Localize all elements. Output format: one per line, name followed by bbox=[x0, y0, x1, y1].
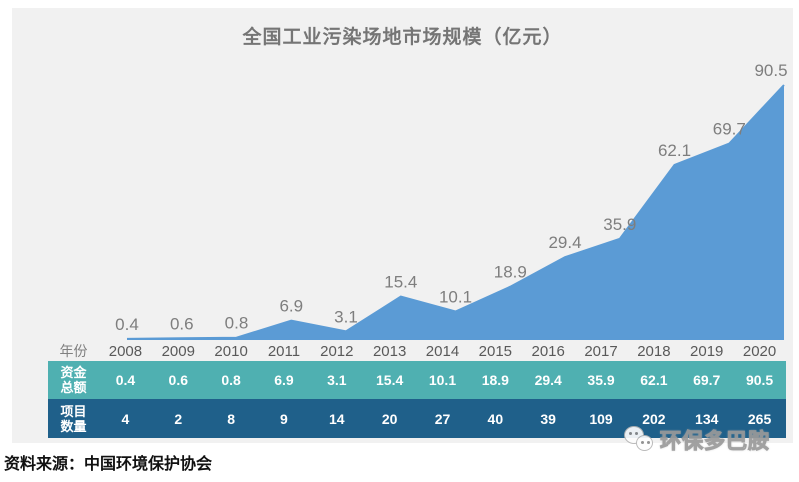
projects-value-cell: 265 bbox=[747, 410, 772, 427]
data-label: 6.9 bbox=[279, 297, 303, 316]
projects-value-cell: 202 bbox=[642, 410, 666, 427]
area-series-funds bbox=[127, 85, 784, 340]
data-label: 90.5 bbox=[754, 61, 787, 80]
year-cell: 2018 bbox=[637, 342, 671, 360]
year-cell: 2012 bbox=[320, 342, 354, 360]
data-label: 3.1 bbox=[334, 307, 358, 326]
projects-value-cell: 134 bbox=[695, 410, 719, 427]
data-label: 10.1 bbox=[439, 288, 472, 307]
funds-value-cell: 29.4 bbox=[534, 372, 562, 388]
year-cell: 2008 bbox=[108, 342, 143, 360]
source-text: 资料来源：中国环境保护协会 bbox=[4, 456, 213, 473]
year-cell: 2015 bbox=[478, 342, 513, 360]
chat-bubbles-icon bbox=[620, 423, 660, 457]
year-cell: 2010 bbox=[214, 342, 248, 360]
projects-value-cell: 27 bbox=[434, 410, 451, 427]
funds-cells: 0.4 0.6 0.8 6.9 3.1 15.4 10.1 18.9 29.4 35.9 62.1 6… bbox=[99, 361, 786, 399]
data-label: 29.4 bbox=[548, 233, 581, 252]
projects-cells: 4 2 8 9 14 20 27 40 39 109 202 134 265 bbox=[99, 399, 786, 438]
projects-value-cell: 20 bbox=[381, 410, 398, 427]
data-label: 35.9 bbox=[603, 215, 636, 234]
area-series-outline bbox=[126, 84, 785, 340]
watermark: 环保多巴胺 bbox=[620, 423, 770, 457]
projects-value-cell: 2 bbox=[174, 410, 183, 427]
funds-row-label: 资金 总额 bbox=[48, 361, 99, 399]
funds-value-cell: 3.1 bbox=[327, 372, 347, 388]
projects-row-label: 项目 数量 bbox=[48, 399, 99, 438]
year-cell: 2013 bbox=[372, 342, 407, 360]
data-label: 0.4 bbox=[115, 315, 139, 334]
funds-value-cell: 35.9 bbox=[587, 372, 615, 388]
funds-value-cell: 0.4 bbox=[115, 372, 136, 388]
projects-value-cell: 109 bbox=[589, 410, 613, 427]
funds-value-cell: 0.8 bbox=[221, 372, 241, 388]
funds-value-cell: 6.9 bbox=[274, 372, 294, 388]
year-cell: 2019 bbox=[690, 342, 724, 360]
projects-value-cell: 4 bbox=[121, 410, 130, 427]
area-chart-svg: 0.4 0.6 0.8 6.9 3.1 15.4 10.1 18.9 29.4 35.9 62.1 6… bbox=[115, 61, 788, 340]
funds-value-cell: 15.4 bbox=[376, 372, 404, 388]
year-cells: 2008 2009 2010 2011 2012 2013 2014 2015 2016 2017… bbox=[99, 341, 786, 361]
funds-label-line1: 资金 bbox=[60, 365, 87, 380]
projects-label-line2: 数量 bbox=[60, 418, 87, 434]
data-label: 62.1 bbox=[658, 141, 691, 160]
funds-label-line2: 总额 bbox=[60, 380, 87, 395]
funds-value-cell: 0.6 bbox=[168, 372, 188, 388]
funds-value-cell: 62.1 bbox=[640, 372, 668, 388]
funds-value-cell: 90.5 bbox=[745, 372, 774, 388]
year-cell: 2009 bbox=[161, 342, 195, 360]
chart-title: 全国工业污染场地市场规模（亿元） bbox=[242, 27, 563, 48]
year-cell: 2016 bbox=[531, 342, 565, 360]
projects-label-line1: 项目 bbox=[60, 403, 87, 419]
projects-value-cell: 40 bbox=[487, 410, 504, 427]
funds-value-cell: 18.9 bbox=[481, 372, 509, 388]
projects-value-cell: 39 bbox=[540, 410, 556, 427]
year-row: 年份 2008 2009 2010 2011 2012 2013 2014 2015 2016 2… bbox=[48, 341, 786, 361]
year-cell: 2011 bbox=[267, 342, 301, 360]
funds-row: 资金 总额 0.4 0.6 0.8 6.9 3.1 15.4 10.1 18.9 29.4 35.… bbox=[48, 361, 786, 399]
data-label: 0.8 bbox=[225, 314, 249, 333]
watermark-text: 环保多巴胺 bbox=[660, 430, 770, 454]
data-label: 0.6 bbox=[170, 314, 194, 333]
projects-value-cell: 9 bbox=[280, 410, 288, 427]
year-cell: 2017 bbox=[584, 342, 618, 360]
projects-value-cell: 14 bbox=[329, 410, 345, 427]
year-cell: 2020 bbox=[742, 342, 777, 360]
year-row-label: 年份 bbox=[59, 342, 88, 359]
year-cell: 2014 bbox=[425, 342, 460, 360]
data-label: 15.4 bbox=[384, 273, 417, 292]
funds-value-cell: 69.7 bbox=[693, 372, 721, 388]
data-label: 18.9 bbox=[494, 263, 527, 282]
projects-row: 项目 数量 4 2 8 9 14 20 27 40 39 109 202 134 265 bbox=[48, 399, 786, 438]
projects-value-cell: 8 bbox=[227, 410, 235, 427]
chat-bubble-small bbox=[636, 435, 653, 451]
chart-panel: 全国工业污染场地市场规模（亿元） 0.4 0.6 0.8 6.9 3.1 15.4 10.1… bbox=[12, 8, 793, 443]
data-label: 69.7 bbox=[713, 120, 746, 139]
funds-value-cell: 10.1 bbox=[428, 372, 457, 388]
